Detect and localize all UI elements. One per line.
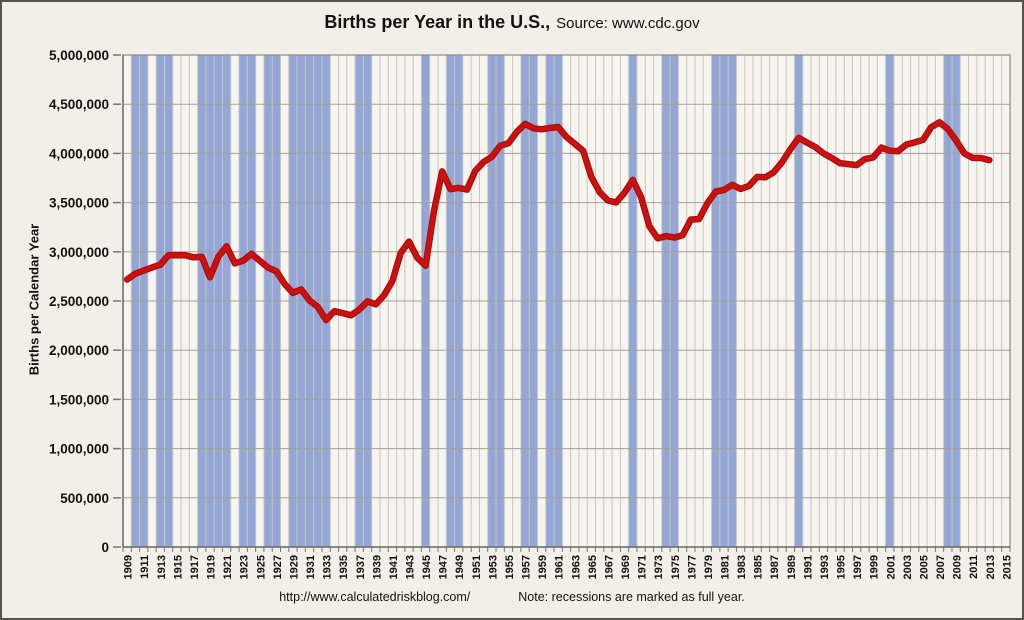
x-tick-label: 2015 [1001,555,1013,579]
x-tick-label: 1981 [720,555,732,579]
x-tick-label: 1921 [222,555,234,579]
x-tick-label: 1937 [355,555,367,579]
x-tick-label: 1943 [404,555,416,579]
y-tick-label: 3,000,000 [49,245,109,260]
x-tick-label: 1929 [288,555,300,579]
x-tick-label: 1927 [272,555,284,579]
x-tick-label: 2005 [918,555,930,579]
x-tick-label: 1971 [637,555,649,579]
x-tick-label: 1989 [786,555,798,579]
x-tick-label: 1909 [123,555,135,579]
x-tick-label: 1923 [239,555,251,579]
x-tick-label: 1965 [587,555,599,579]
y-tick-label: 500,000 [60,491,109,506]
x-tick-label: 2007 [935,555,947,579]
x-tick-label: 1959 [537,555,549,579]
x-tick-label: 1975 [670,555,682,579]
y-tick-label: 1,500,000 [49,392,109,407]
x-tick-label: 1957 [521,555,533,579]
chart-title-text: Births per Year in the U.S., [324,12,551,32]
x-tick-label: 1961 [554,555,566,579]
x-tick-label: 1963 [570,555,582,579]
x-tick-label: 1949 [454,555,466,579]
footer-url: http://www.calculatedriskblog.com/ [279,590,471,604]
x-tick-label: 1931 [305,555,317,579]
x-tick-label: 1951 [471,555,483,579]
y-tick-label: 2,000,000 [49,343,109,358]
x-tick-label: 1913 [156,555,168,579]
x-tick-label: 1977 [686,555,698,579]
x-tick-label: 1969 [620,555,632,579]
x-tick-label: 1935 [338,555,350,579]
x-tick-label: 2011 [968,555,980,579]
chart-title: Births per Year in the U.S., Source: www.… [2,12,1022,33]
x-tick-label: 1939 [371,555,383,579]
x-tick-label: 1979 [703,555,715,579]
y-tick-label: 3,500,000 [49,196,109,211]
y-tick-label: 4,500,000 [49,97,109,112]
x-tick-label: 2013 [985,555,997,579]
chart-source-text: Source: www.cdc.gov [556,15,700,32]
x-tick-label: 1985 [753,555,765,579]
x-tick-label: 1919 [206,555,218,579]
x-tick-label: 1945 [421,555,433,579]
births-line [124,120,992,323]
x-tick-label: 1967 [603,555,615,579]
y-tick-label: 1,000,000 [49,442,109,457]
x-tick-label: 1995 [836,555,848,579]
x-tick-label: 1997 [852,555,864,579]
x-tick-label: 1973 [653,555,665,579]
x-tick-label: 1991 [802,555,814,579]
x-tick-label: 1917 [189,555,201,579]
x-tick-label: 1999 [869,555,881,579]
x-tick-label: 1983 [736,555,748,579]
y-tick-label: 0 [101,540,109,555]
y-tick-label: 4,000,000 [49,146,109,161]
x-tick-label: 1953 [487,555,499,579]
chart-footer: http://www.calculatedriskblog.com/Note: … [2,590,1022,604]
x-tick-label: 1941 [388,555,400,579]
footer-note: Note: recessions are marked as full year… [518,590,745,604]
x-tick-label: 1993 [819,555,831,579]
x-tick-label: 2009 [952,555,964,579]
x-tick-label: 1987 [769,555,781,579]
x-tick-label: 2001 [885,555,897,579]
x-tick-label: 1933 [322,555,334,579]
x-tick-label: 1915 [172,555,184,579]
y-tick-label: 2,500,000 [49,294,109,309]
y-tick-label: 5,000,000 [49,48,109,63]
x-tick-label: 1947 [438,555,450,579]
x-tick-label: 2003 [902,555,914,579]
x-tick-label: 1925 [255,555,267,579]
x-tick-label: 1955 [504,555,516,579]
x-tick-label: 1911 [139,555,151,579]
